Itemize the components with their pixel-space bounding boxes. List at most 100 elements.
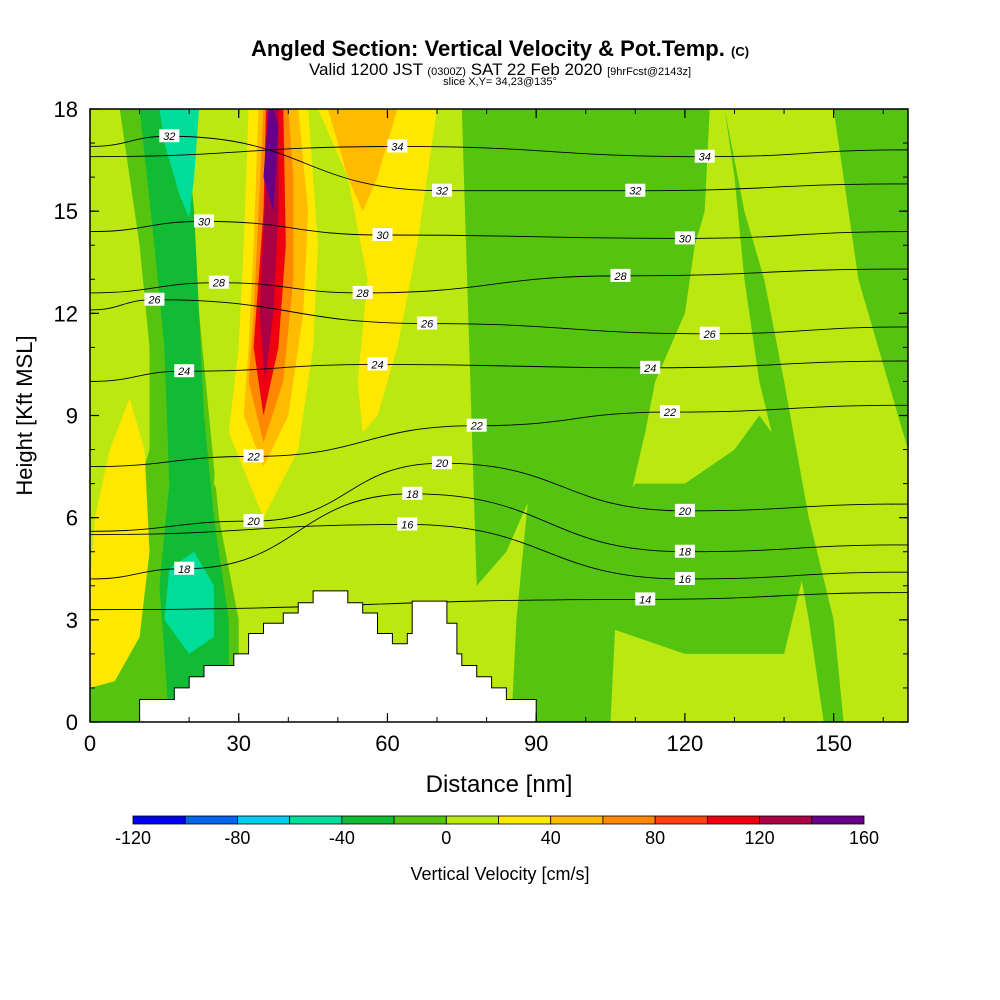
isentrope-label-bg xyxy=(699,326,720,340)
colorbar-tick-label: 80 xyxy=(645,828,665,848)
isentrope-label-bg xyxy=(610,268,631,282)
slice-info: slice X,Y= 34,23@135° xyxy=(443,76,557,88)
isentrope-label: 34 xyxy=(699,152,711,164)
isentrope-label-bg xyxy=(694,149,715,163)
colorbar-tick-label: 120 xyxy=(745,828,775,848)
y-tick-label: 9 xyxy=(66,404,78,429)
isentrope-label: 30 xyxy=(679,233,692,245)
y-axis: 0 3 6 9 12 15 18 xyxy=(54,97,908,735)
y-tick-label: 3 xyxy=(66,608,78,633)
velocity-region-8 xyxy=(90,398,150,688)
colorbar-swatch xyxy=(602,815,656,825)
x-tick-label: 60 xyxy=(375,731,399,756)
colorbar-tick-label: 0 xyxy=(441,828,451,848)
isentrope-label-bg xyxy=(674,503,695,517)
colorbar-swatch xyxy=(498,815,552,825)
x-axis: 0 30 60 90 120 150 xyxy=(84,109,884,756)
colorbar-swatch xyxy=(445,815,499,825)
colorbar-tick-label: -40 xyxy=(329,828,355,848)
colorbar-swatch xyxy=(550,815,604,825)
isentrope-label-bg xyxy=(466,418,487,432)
isentrope-label: 18 xyxy=(406,489,419,501)
isentrope-label: 34 xyxy=(391,141,403,153)
isentrope-20 xyxy=(90,462,908,532)
colorbar: -120 -80 -40 0 40 80 120 160 Vertical Velocity [… xyxy=(115,815,879,884)
isentrope-label: 28 xyxy=(356,288,370,300)
colorbar-label: Vertical Velocity [cm/s] xyxy=(410,864,589,884)
colorbar-swatch xyxy=(289,815,343,825)
isentrope-label: 32 xyxy=(629,186,641,198)
isentrope-label-bg xyxy=(367,357,388,371)
y-tick-label: 15 xyxy=(54,199,78,224)
isentrope-label-bg xyxy=(194,214,215,228)
x-tick-label: 90 xyxy=(524,731,548,756)
x-tick-label: 150 xyxy=(815,731,852,756)
isentrope-30 xyxy=(90,220,908,239)
isentrope-label-bg xyxy=(625,183,646,197)
colorbar-swatch xyxy=(341,815,395,825)
isentrope-label: 26 xyxy=(703,329,717,341)
isentrope-14 xyxy=(90,592,908,611)
isentrope-label-bg xyxy=(431,183,452,197)
isentrope-label: 28 xyxy=(613,271,627,283)
isentrope-label: 28 xyxy=(212,278,226,290)
isentrope-label-bg xyxy=(144,292,165,306)
title-tag: (C) xyxy=(731,44,750,59)
isentrope-label-bg xyxy=(431,456,452,470)
x-tick-label: 120 xyxy=(667,731,704,756)
isentrope-16 xyxy=(90,524,908,580)
isentrope-label-bg xyxy=(243,514,264,528)
velocity-field xyxy=(90,109,908,722)
isentrope-label-bg xyxy=(640,360,661,374)
isentrope-label-bg xyxy=(174,364,195,378)
isentrope-labels: 14 16 16 18 18 18 20 20 20 22 22 22 24 24 24 26 26 26 28 28… xyxy=(144,129,720,606)
isentrope-label-bg xyxy=(660,405,681,419)
velocity-region-5 xyxy=(139,109,229,722)
isentrope-label-bg xyxy=(674,231,695,245)
valid-utc: (0300Z) xyxy=(427,66,466,78)
colorbar-swatch xyxy=(654,815,708,825)
isentrope-label-bg xyxy=(397,517,418,531)
colorbar-swatch xyxy=(706,815,760,825)
velocity-region-6 xyxy=(164,551,214,654)
velocity-region-0 xyxy=(843,381,908,722)
colorbar-tick-label: 160 xyxy=(849,828,879,848)
colorbar-swatch xyxy=(132,815,186,825)
colorbar-tick-label: -120 xyxy=(115,828,151,848)
isentrope-label: 24 xyxy=(177,366,190,378)
colorbar-swatch xyxy=(184,815,238,825)
velocity-region-15 xyxy=(263,109,279,212)
colorbar-swatch xyxy=(393,815,447,825)
chart-title: Angled Section: Vertical Velocity & Pot.… xyxy=(0,36,1000,62)
isentrope-label-bg xyxy=(159,129,180,143)
isentrope-label-bg xyxy=(208,275,229,289)
isentrope-label: 20 xyxy=(435,458,449,470)
chart-subtitle: Valid 1200 JST (0300Z) SAT 22 Feb 2020 [… xyxy=(0,60,1000,80)
valid-date: SAT 22 Feb 2020 xyxy=(470,60,603,79)
isentrope-label-bg xyxy=(417,316,438,330)
isentrope-label-bg xyxy=(635,592,656,606)
colorbar-tick-label: -80 xyxy=(224,828,250,848)
isentrope-label: 30 xyxy=(198,216,211,228)
isentrope-label: 18 xyxy=(178,564,191,576)
y-tick-label: 6 xyxy=(66,506,78,531)
isentrope-label: 22 xyxy=(663,407,676,419)
isentrope-label: 32 xyxy=(436,186,448,198)
isentrope-label: 32 xyxy=(163,131,175,143)
title-main: Angled Section: Vertical Velocity & Pot.… xyxy=(250,36,725,61)
isentrope-label: 20 xyxy=(678,506,692,518)
isentrope-label: 18 xyxy=(679,547,692,559)
isentrope-label: 16 xyxy=(679,574,692,586)
x-tick-label: 30 xyxy=(226,731,250,756)
isentrope-label-bg xyxy=(387,139,408,153)
isentrope-label: 26 xyxy=(147,295,161,307)
isentrope-label: 20 xyxy=(246,516,260,528)
isentrope-label: 24 xyxy=(370,359,383,371)
isentrope-label-bg xyxy=(402,486,423,500)
y-tick-label: 18 xyxy=(54,97,78,122)
y-axis-label: Height [Kft MSL] xyxy=(12,335,37,495)
isentrope-label: 26 xyxy=(420,319,434,331)
isentrope-label-bg xyxy=(174,561,195,575)
velocity-region-17 xyxy=(328,109,398,212)
